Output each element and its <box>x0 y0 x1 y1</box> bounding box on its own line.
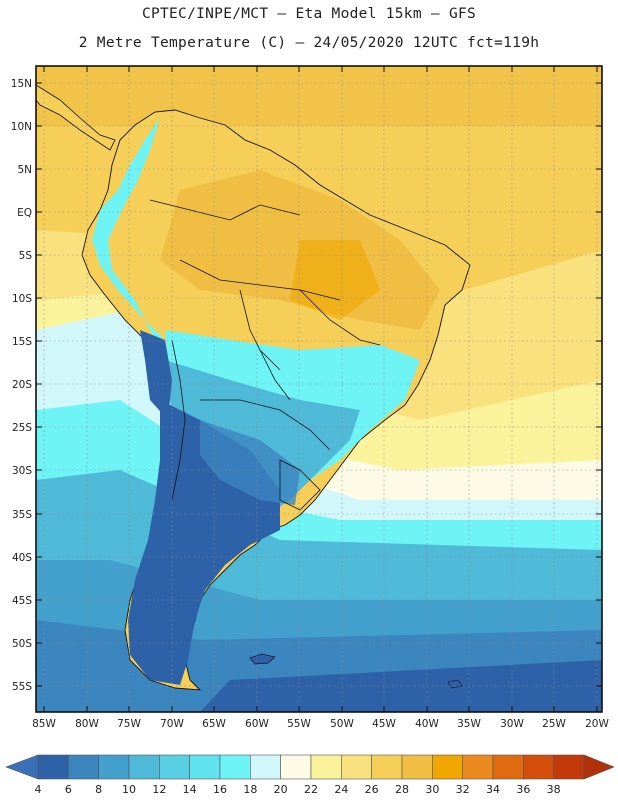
lon-label: 35W <box>457 718 481 730</box>
colorbar-swatch <box>523 754 554 780</box>
colorbar-labels: 4 6 8 10 12 14 16 18 20 22 24 26 28 30 32 34 36 38 <box>35 783 561 796</box>
andes-north-cool <box>92 118 170 360</box>
colorbar-swatch <box>189 754 221 780</box>
colorbar-label: 14 <box>183 783 197 796</box>
colorbar-swatch <box>98 754 130 780</box>
colorbar-label: 10 <box>122 783 136 796</box>
lat-label: 40S <box>12 552 32 564</box>
colorbar-label: 16 <box>213 783 227 796</box>
lat-label: 15N <box>11 78 32 90</box>
colorbar-label: 24 <box>334 783 348 796</box>
lat-label: 25S <box>12 422 32 434</box>
colorbar-swatch <box>401 754 433 780</box>
map-title-line2: 2 Metre Temperature (C) – 24/05/2020 12U… <box>78 35 540 51</box>
colorbar-label: 26 <box>365 783 379 796</box>
axis-ticks <box>36 66 602 712</box>
colorbar-swatch <box>341 754 372 780</box>
map-frame <box>35 65 603 713</box>
lon-label: 80W <box>75 718 99 730</box>
lon-label: 85W <box>32 718 56 730</box>
lon-label: 55W <box>287 718 311 730</box>
map-title-line1: CPTEC/INPE/MCT – Eta Model 15km – GFS <box>141 6 477 22</box>
lon-label: 75W <box>117 718 141 730</box>
lat-label: 10S <box>12 293 32 305</box>
lat-label: 35S <box>12 509 32 521</box>
colorbar-swatch <box>462 754 494 780</box>
lon-label: 70W <box>160 718 184 730</box>
longitude-labels: 85W 80W 75W 70W 65W 60W 55W 50W 45W 40W … <box>32 718 609 730</box>
colorbar-label: 34 <box>486 783 500 796</box>
lat-label: EQ <box>17 207 32 219</box>
lat-label: 10N <box>11 121 32 133</box>
colorbar-swatch <box>553 754 585 780</box>
colorbar-arrow-low <box>5 754 39 780</box>
colorbar-swatch <box>432 754 463 780</box>
colorbar-label: 12 <box>152 783 166 796</box>
central-brazil-hot-region <box>290 240 380 320</box>
colorbar-swatch <box>159 754 190 780</box>
lon-label: 25W <box>542 718 566 730</box>
colorbar-swatch <box>250 754 281 780</box>
colorbar-arrow-high <box>583 754 615 780</box>
colorbar: 4 6 8 10 12 14 16 18 20 22 24 26 28 30 32 34 36 38 <box>5 754 615 796</box>
colorbar-swatch <box>68 754 99 780</box>
falkland-islands <box>249 653 276 665</box>
colorbar-label: 20 <box>274 783 288 796</box>
lat-label: 15S <box>12 336 32 348</box>
colorbar-label: 8 <box>95 783 102 796</box>
ocean-band-north-warm <box>36 66 602 126</box>
lat-label: 45S <box>12 595 32 607</box>
lon-label: 50W <box>330 718 354 730</box>
lon-label: 20W <box>585 718 609 730</box>
lon-label: 65W <box>202 718 226 730</box>
colorbar-swatches <box>5 754 615 780</box>
colorbar-label: 28 <box>395 783 409 796</box>
lon-label: 30W <box>500 718 524 730</box>
central-america-land <box>36 84 116 151</box>
lat-label: 5N <box>17 164 32 176</box>
colorbar-label: 30 <box>425 783 439 796</box>
country-borders <box>149 199 381 511</box>
colorbar-label: 22 <box>304 783 318 796</box>
lon-label: 60W <box>245 718 269 730</box>
map-field <box>36 66 602 712</box>
lat-label: 50S <box>12 638 32 650</box>
andes-south-cold <box>140 330 172 420</box>
colorbar-swatch <box>219 754 251 780</box>
lat-label: 5S <box>19 250 33 262</box>
lon-label: 40W <box>415 718 439 730</box>
pampas-cool <box>200 420 300 505</box>
colorbar-label: 36 <box>516 783 530 796</box>
colorbar-label: 6 <box>65 783 72 796</box>
colorbar-swatch <box>310 754 342 780</box>
lat-label: 55S <box>12 681 32 693</box>
colorbar-swatch <box>37 754 69 780</box>
lat-label: 30S <box>12 465 32 477</box>
colorbar-swatch <box>280 754 312 780</box>
colorbar-swatch <box>371 754 403 780</box>
colorbar-swatch <box>492 754 524 780</box>
lat-label: 20S <box>12 379 32 391</box>
colorbar-label: 4 <box>35 783 42 796</box>
latitude-labels: 15N 10N 5N EQ 5S 10S 15S 20S 25S 30S 35S… <box>11 78 33 693</box>
colorbar-label: 38 <box>547 783 561 796</box>
temperature-map: 15N 10N 5N EQ 5S 10S 15S 20S 25S 30S 35S… <box>11 65 609 730</box>
colorbar-label: 32 <box>456 783 470 796</box>
colorbar-swatch <box>128 754 160 780</box>
lon-label: 45W <box>372 718 396 730</box>
colorbar-label: 18 <box>243 783 257 796</box>
